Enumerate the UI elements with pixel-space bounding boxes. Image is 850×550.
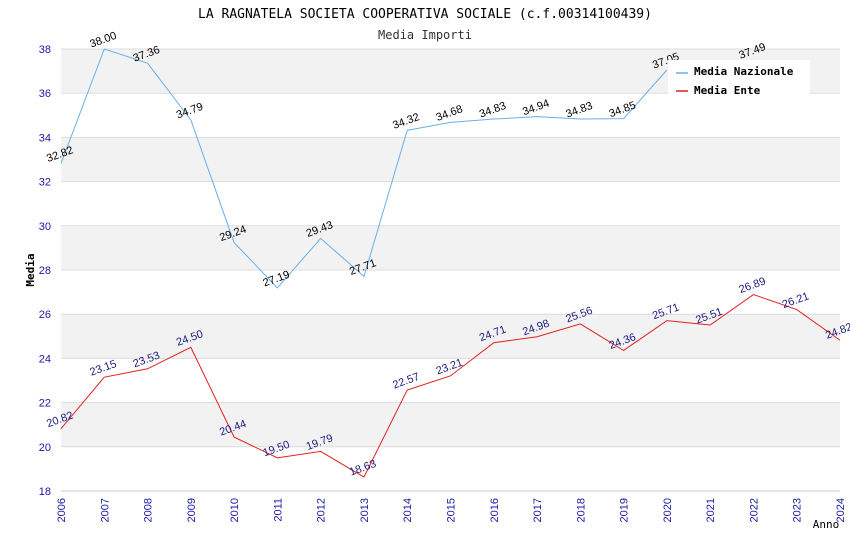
x-tick-label: 2020 xyxy=(662,498,674,522)
x-tick-label: 2010 xyxy=(229,498,241,522)
y-tick-label: 20 xyxy=(39,442,51,454)
y-tick-label: 36 xyxy=(39,88,51,100)
y-axis-label: Media xyxy=(24,253,37,286)
plot-band xyxy=(61,137,840,182)
x-tick-label: 2008 xyxy=(143,498,155,522)
plot-band xyxy=(61,270,840,315)
plot-band xyxy=(61,446,840,491)
legend-label-nazionale: Media Nazionale xyxy=(694,65,794,78)
plot-band xyxy=(61,358,840,403)
x-tick-label: 2017 xyxy=(532,498,544,522)
plot-band xyxy=(61,402,840,447)
x-tick-label: 2016 xyxy=(489,498,501,522)
x-tick-label: 2013 xyxy=(359,498,371,522)
x-tick-label: 2014 xyxy=(402,498,414,522)
x-tick-label: 2011 xyxy=(272,498,284,522)
y-tick-label: 24 xyxy=(39,353,51,365)
y-tick-label: 28 xyxy=(39,265,51,277)
legend-box xyxy=(668,60,810,96)
x-axis-ticks: 2006 2007 2008 2009 2010 2011 2012 2013 2014 2015… xyxy=(56,498,847,522)
x-tick-label: 2022 xyxy=(748,498,760,522)
plot-band xyxy=(61,93,840,138)
series-line-nazionale xyxy=(60,48,668,289)
plot-band xyxy=(61,314,840,359)
legend: Media Nazionale Media Ente xyxy=(668,60,810,97)
series-lines xyxy=(60,48,841,478)
chart-title: LA RAGNATELA SOCIETA COOPERATIVA SOCIALE… xyxy=(198,7,652,22)
x-tick-label: 2018 xyxy=(575,498,587,522)
y-axis-ticks: 18 20 22 24 26 28 30 32 34 36 38 xyxy=(39,44,51,498)
x-tick-label: 2009 xyxy=(186,498,198,522)
y-tick-label: 26 xyxy=(39,309,51,321)
x-tick-label: 2012 xyxy=(316,498,328,522)
y-tick-label: 38 xyxy=(39,44,51,56)
x-tick-label: 2023 xyxy=(792,498,804,522)
legend-label-ente: Media Ente xyxy=(694,84,761,97)
x-axis-label: Anno xyxy=(813,518,840,531)
plot-band xyxy=(61,225,840,270)
y-tick-label: 22 xyxy=(39,398,51,410)
y-tick-label: 34 xyxy=(39,132,51,144)
chart-subtitle: Media Importi xyxy=(378,28,472,42)
data-label: 38.00 xyxy=(88,30,118,51)
y-tick-label: 18 xyxy=(39,486,51,498)
x-tick-label: 2006 xyxy=(56,498,68,522)
series-line-ente xyxy=(60,293,841,478)
x-tick-label: 2024 xyxy=(835,498,847,522)
x-tick-label: 2021 xyxy=(705,498,717,522)
y-tick-label: 32 xyxy=(39,177,51,189)
x-tick-label: 2007 xyxy=(99,498,111,522)
plot-background xyxy=(61,49,840,491)
gridlines xyxy=(61,48,840,492)
plot-band xyxy=(61,181,840,226)
x-tick-label: 2015 xyxy=(446,498,458,522)
y-tick-label: 30 xyxy=(39,221,51,233)
x-tick-label: 2019 xyxy=(619,498,631,522)
